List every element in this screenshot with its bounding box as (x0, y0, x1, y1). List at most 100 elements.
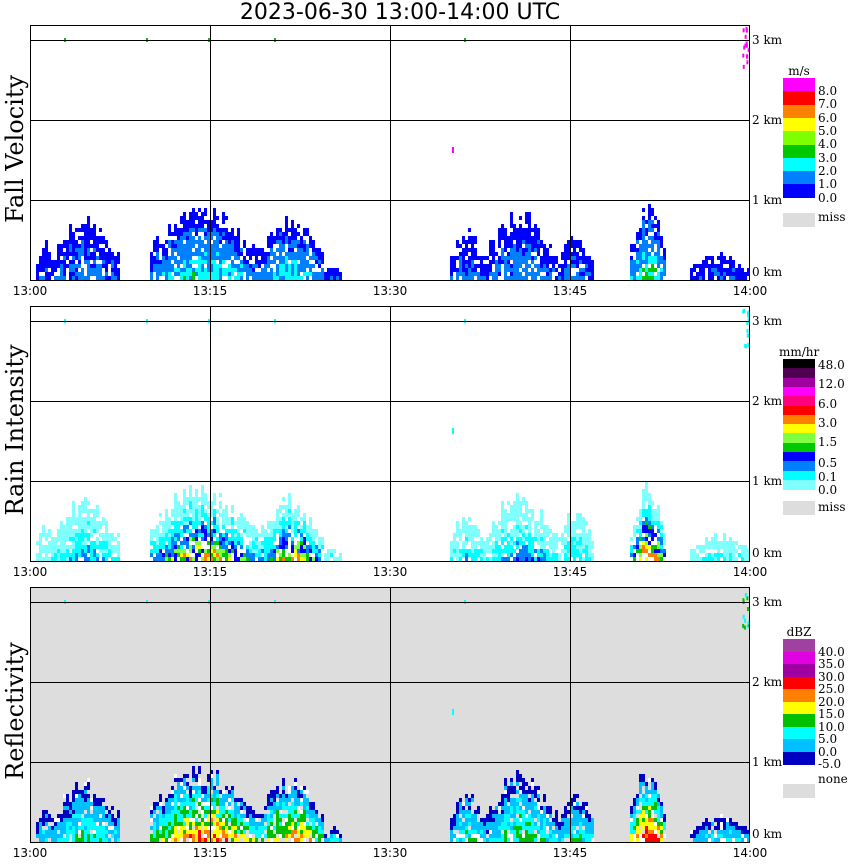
echo-cell (741, 272, 744, 276)
echo-cell (153, 818, 156, 822)
echo-cell (495, 553, 498, 557)
echo-cell (552, 838, 555, 842)
echo-cell (306, 549, 309, 553)
echo-cell (288, 525, 291, 529)
echo-cell (258, 252, 261, 256)
echo-cell (747, 313, 750, 318)
echo-cell (195, 268, 198, 272)
echo-cell (66, 529, 69, 533)
echo-cell (78, 236, 81, 240)
echo-cell (564, 264, 567, 268)
echo-cell (645, 537, 648, 541)
echo-cell (306, 248, 309, 252)
echo-cell (87, 240, 90, 244)
echo-cell (51, 541, 54, 545)
echo-cell (540, 533, 543, 537)
echo-cell (663, 256, 666, 260)
echo-cell (318, 826, 321, 830)
echo-cell (207, 236, 210, 240)
echo-cell (690, 272, 693, 276)
echo-cell (219, 818, 222, 822)
echo-cell (480, 826, 483, 830)
echo-cell (501, 513, 504, 517)
echo-cell (183, 216, 186, 220)
echo-cell (471, 276, 474, 280)
echo-cell (111, 826, 114, 830)
echo-cell (282, 794, 285, 798)
echo-cell (651, 224, 654, 228)
echo-cell (546, 806, 549, 810)
echo-cell (318, 834, 321, 838)
echo-cell (237, 830, 240, 834)
echo-cell (726, 557, 729, 561)
echo-cell (273, 790, 276, 794)
legend-color-swatch (783, 751, 815, 765)
echo-cell (507, 822, 510, 826)
echo-cell (504, 509, 507, 513)
echo-cell (288, 248, 291, 252)
echo-cell (723, 830, 726, 834)
echo-cell (237, 826, 240, 830)
legend-color-swatch (783, 396, 815, 406)
echo-cell (51, 549, 54, 553)
echo-cell (192, 216, 195, 220)
echo-cell (279, 834, 282, 838)
echo-cell (321, 268, 324, 272)
echo-cell (513, 541, 516, 545)
echo-cell (516, 256, 519, 260)
echo-cell (195, 830, 198, 834)
echo-cell (66, 240, 69, 244)
echo-cell (237, 838, 240, 842)
echo-cell (519, 513, 522, 517)
echo-cell (174, 545, 177, 549)
echo-cell (231, 268, 234, 272)
echo-cell (258, 260, 261, 264)
echo-cell (213, 810, 216, 814)
echo-cell (495, 834, 498, 838)
echo-cell (648, 256, 651, 260)
echo-cell (285, 838, 288, 842)
echo-cell (105, 268, 108, 272)
echo-cell (78, 252, 81, 256)
echo-cell (471, 537, 474, 541)
echo-cell (180, 232, 183, 236)
echo-cell (537, 802, 540, 806)
echo-cell (36, 268, 39, 272)
echo-cell (102, 810, 105, 814)
echo-cell (471, 822, 474, 826)
echo-cell (306, 826, 309, 830)
echo-cell (333, 830, 336, 834)
echo-cell (159, 557, 162, 561)
echo-cell (177, 240, 180, 244)
echo-cell (189, 232, 192, 236)
echo-cell (186, 802, 189, 806)
echo-cell (156, 802, 159, 806)
echo-cell (60, 822, 63, 826)
echo-cell (555, 830, 558, 834)
echo-cell (225, 509, 228, 513)
echo-cell (582, 260, 585, 264)
echo-cell (651, 794, 654, 798)
echo-cell (222, 830, 225, 834)
echo-cell (84, 232, 87, 236)
echo-cell (516, 240, 519, 244)
echo-cell (564, 276, 567, 280)
echo-cell (492, 830, 495, 834)
echo-cell (531, 802, 534, 806)
echo-cell (729, 557, 732, 561)
echo-cell (234, 806, 237, 810)
echo-cell (468, 228, 471, 232)
echo-cell (300, 553, 303, 557)
echo-cell (303, 553, 306, 557)
echo-cell (474, 830, 477, 834)
echo-cell (300, 256, 303, 260)
echo-cell (195, 216, 198, 220)
echo-cell (297, 553, 300, 557)
echo-cell (645, 485, 648, 489)
echo-cell (261, 834, 264, 838)
echo-cell (585, 822, 588, 826)
echo-cell (294, 533, 297, 537)
echo-cell (651, 268, 654, 272)
legend-value-label: 1.0 (818, 177, 838, 191)
echo-cell (318, 264, 321, 268)
